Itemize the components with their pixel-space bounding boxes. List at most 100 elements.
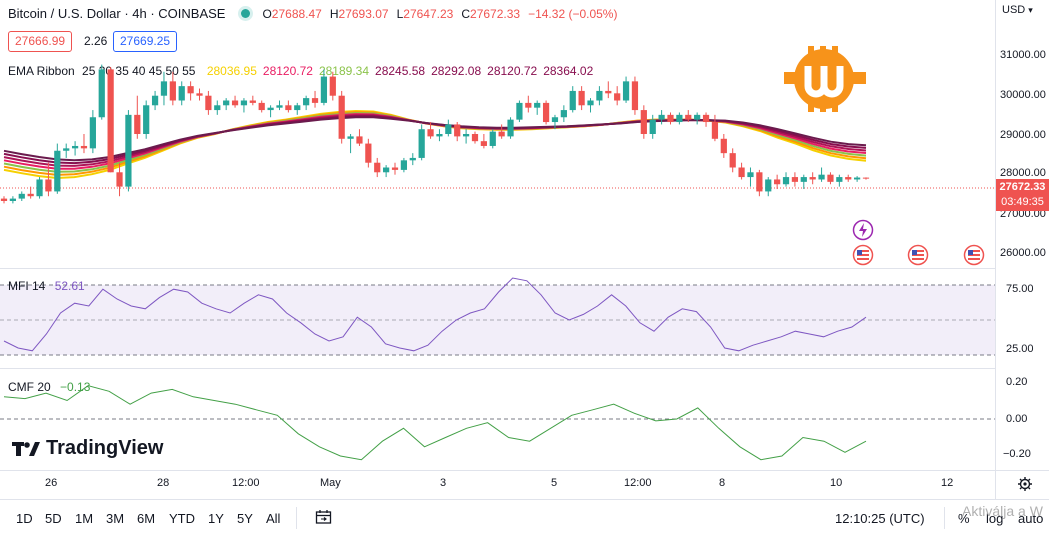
time-tick: 12:00: [232, 477, 260, 489]
buy-button[interactable]: 27669.25: [113, 31, 178, 52]
range-5d-button[interactable]: 5D: [45, 511, 62, 526]
price-tick: 31000.00: [1000, 49, 1046, 61]
currency-selector[interactable]: USD ▾: [1002, 4, 1033, 16]
ohlc-low: L27647.23: [397, 7, 460, 21]
candle-body: [667, 114, 674, 123]
candle-body: [338, 95, 345, 139]
candle-body: [116, 172, 123, 187]
cmf-line-group: [3, 385, 867, 461]
chevron-down-icon: ▾: [1028, 5, 1033, 15]
mfi-legend[interactable]: MFI 14 52.61: [8, 279, 85, 293]
open-label: O: [262, 6, 272, 21]
ema-value: 28036.95: [206, 64, 257, 78]
candle-body: [320, 76, 328, 103]
candle-body: [587, 100, 594, 106]
toolbar-divider: [944, 507, 945, 529]
candle-body: [294, 105, 301, 111]
spread-value: 2.26: [84, 34, 108, 48]
sell-button[interactable]: 27666.99: [8, 31, 73, 52]
candle-body: [845, 177, 852, 180]
candle-body: [427, 129, 434, 137]
candle-body: [827, 174, 834, 182]
price-change: −14.32 (−0.05%): [528, 6, 618, 21]
candles: [0, 64, 870, 204]
candle-body: [356, 136, 363, 144]
time-tick: 12: [941, 477, 954, 489]
chart-canvas[interactable]: [0, 0, 1049, 500]
candle-body: [614, 93, 621, 101]
ohlc-high: H27693.07: [330, 7, 395, 21]
range-3m-button[interactable]: 3M: [106, 511, 125, 526]
candle-body: [391, 167, 399, 170]
candle-body: [462, 134, 470, 137]
symbol-title[interactable]: Bitcoin / U.S. Dollar · 4h · COINBASE: [8, 6, 226, 21]
range-ytd-button[interactable]: YTD: [169, 511, 195, 526]
market-status-icon: [241, 9, 251, 18]
range-all-button[interactable]: All: [266, 511, 281, 526]
chart-header: Bitcoin / U.S. Dollar · 4h · COINBASE O2…: [8, 6, 617, 21]
range-1d-button[interactable]: 1D: [16, 511, 33, 526]
candle-body: [862, 177, 870, 179]
tradingview-logo[interactable]: TradingView: [12, 437, 163, 460]
candle-body: [809, 177, 816, 180]
percent-scale-toggle[interactable]: %: [958, 511, 970, 526]
candle-body: [151, 95, 159, 106]
candle-body: [329, 76, 336, 96]
ema-value: 28189.34: [318, 64, 370, 78]
cmf-legend[interactable]: CMF 20 −0.13: [8, 380, 90, 394]
ema-label: EMA Ribbon: [8, 64, 75, 78]
price-tick: 27000.00: [1000, 208, 1046, 220]
last-price-value: 27672.33: [999, 181, 1046, 193]
candle-body: [347, 136, 354, 139]
auto-scale-toggle[interactable]: auto: [1018, 511, 1044, 526]
candle-body: [303, 98, 310, 106]
lightning-icon[interactable]: [852, 219, 876, 243]
candle-body: [249, 100, 256, 103]
candle-body: [471, 134, 479, 142]
utc-clock[interactable]: 12:10:25 (UTC): [835, 511, 925, 526]
ema-value: 28292.08: [431, 64, 482, 78]
candle-body: [258, 102, 265, 111]
us-flag-event-icon[interactable]: [852, 244, 876, 268]
candle-body: [311, 98, 319, 103]
candle-body: [231, 100, 239, 106]
candle-body: [765, 179, 772, 192]
range-1m-button[interactable]: 1M: [75, 511, 94, 526]
price-tick: 30000.00: [1000, 89, 1046, 101]
candle-body: [738, 167, 745, 178]
mfi-tick: 75.00: [1006, 283, 1034, 295]
log-scale-toggle[interactable]: log: [986, 511, 1004, 526]
candle-body: [134, 114, 141, 134]
candle-body: [649, 119, 656, 134]
candle-body: [27, 193, 34, 197]
tradingview-wordmark: TradingView: [46, 437, 164, 459]
range-5y-button[interactable]: 5Y: [237, 511, 253, 526]
low-label: L: [396, 6, 404, 21]
candle-body: [196, 93, 203, 96]
settings-gear-icon[interactable]: [1017, 476, 1033, 492]
candle-body: [125, 114, 132, 187]
candle-body: [720, 138, 727, 154]
candle-body: [276, 105, 283, 108]
candle-body: [98, 69, 105, 118]
us-flag-event-icon[interactable]: [907, 244, 931, 268]
ema-value: 28120.72: [262, 64, 313, 78]
mfi-label: MFI 14: [8, 279, 46, 293]
time-tick: 3: [440, 477, 447, 489]
candle-body: [685, 114, 692, 120]
candle-body: [596, 90, 603, 101]
candle-body: [569, 90, 576, 111]
range-6m-button[interactable]: 6M: [137, 511, 156, 526]
cmf-tick: 0.00: [1006, 413, 1028, 425]
time-tick: 8: [719, 477, 726, 489]
candle-body: [694, 114, 701, 120]
range-1y-button[interactable]: 1Y: [208, 511, 224, 526]
us-flag-event-icon[interactable]: [963, 244, 987, 268]
candle-body: [551, 117, 559, 123]
time-tick: 28: [157, 477, 170, 489]
candle-body: [240, 100, 248, 106]
candle-body: [214, 105, 221, 111]
date-range-calendar-icon[interactable]: [315, 509, 333, 525]
ema-value: 28364.02: [543, 64, 594, 78]
candle-body: [18, 193, 25, 199]
